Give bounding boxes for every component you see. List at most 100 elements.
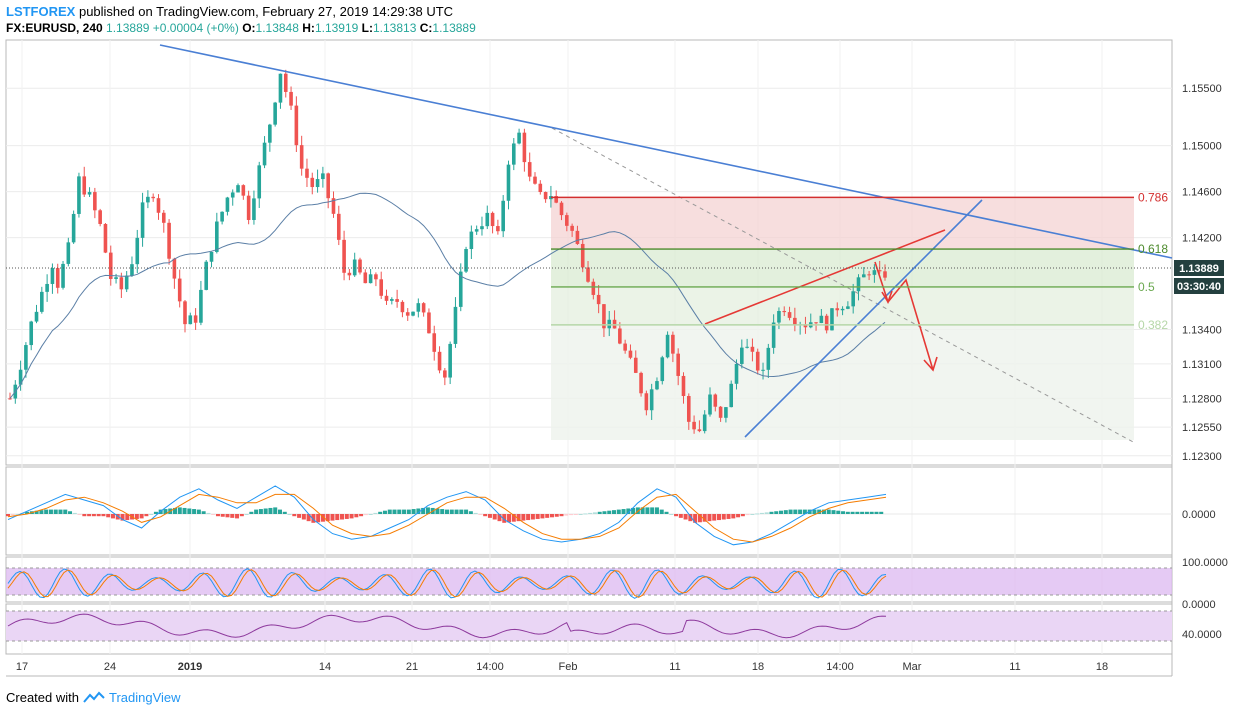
macd-bar [588,512,593,514]
candle-body [352,259,357,276]
candle-body [485,212,490,227]
candle-body [660,357,665,382]
descending-trendline[interactable] [159,44,1173,259]
macd-bar [478,514,483,515]
candle-body [236,185,240,193]
candle-body [183,301,187,325]
time-tick-label: Feb [559,661,578,673]
candle-body [40,291,44,312]
dashed-trendline[interactable] [551,127,1136,444]
author-name[interactable]: LSTFOREX [6,4,76,19]
candle-body [326,173,330,199]
candle-body [713,394,718,407]
candle-body [172,258,177,279]
candle-body [432,333,437,352]
candle-body [66,242,71,264]
candle-body [469,231,474,250]
macd-bar [421,507,426,514]
candle-body [77,176,81,214]
time-tick-label: 18 [752,661,764,673]
macd-bar [435,508,440,514]
macd-bar [149,514,154,515]
macd-bar [153,511,158,514]
open-label: O: [242,21,256,35]
candle-body [246,195,251,220]
candle-body [230,192,235,198]
candle-body [745,346,749,348]
candle-body [177,278,182,302]
candle-body [448,343,452,378]
macd-bar [564,514,569,516]
candle-body [453,306,458,344]
macd-bar [44,509,49,514]
candle-body [511,143,516,165]
candle-body [299,145,304,169]
candle-body [883,271,887,278]
macd-bar [716,514,721,521]
macd-bar [425,507,430,514]
macd-bar [392,509,397,514]
macd-bar [292,514,297,517]
candle-body [310,177,315,188]
candle-body [543,192,548,200]
macd-bar [759,512,764,514]
tradingview-link[interactable]: TradingView [108,690,181,705]
macd-bar [502,514,507,523]
time-tick-label: 24 [104,661,116,673]
candle-body [676,353,680,376]
candle-body [586,267,590,282]
macd-bar [674,514,679,517]
candle-body [782,310,787,313]
candle-body [119,277,124,290]
macd-bar [654,507,659,514]
candle-body [527,162,532,177]
macd-bar [864,511,869,514]
macd-bar [549,514,554,518]
macd-bar [750,514,755,515]
candle-body [55,268,60,288]
candle-body [644,393,649,411]
candle-body [257,165,262,199]
macd-bar [115,514,120,520]
candle-body [82,176,87,195]
channel-support-line[interactable] [744,199,983,438]
macd-bar [139,514,144,519]
macd-bar [659,509,664,514]
price-axis-ticks: 1.15500 1.15000 1.14600 1.14200 1.13400 1.131… [1182,83,1222,463]
candle-body [559,202,564,216]
time-tick-label: 14:00 [826,661,854,673]
macd-bar [406,509,411,514]
channel-resistance-line[interactable] [704,229,946,325]
candle-body [29,321,34,346]
stoch-k-line [7,568,887,599]
candle-body [347,272,352,276]
macd-bar [63,509,68,514]
candle-body [697,429,702,432]
candle-body [71,213,76,243]
candle-body [395,299,399,302]
macd-bar [492,514,497,520]
macd-bar [25,511,30,514]
candle-body [565,215,569,226]
candle-body [379,279,384,296]
macd-bar [354,514,359,518]
candle-body [814,322,818,324]
macd-bar [316,514,321,523]
candle-body [755,351,760,371]
candle-body [278,73,283,103]
close-label: C: [419,21,433,35]
macd-bar [640,507,645,514]
macd-bar [110,514,115,519]
time-tick-label: 2019 [178,661,202,673]
candle-body [835,308,840,311]
candle-body [856,277,861,292]
time-tick-label: 11 [669,661,680,673]
macd-bar [397,509,402,514]
macd-bar [249,511,254,514]
macd-bar [359,514,364,517]
macd-bar [340,514,345,520]
candle-body [167,222,171,259]
candle-body [114,277,118,279]
macd-bar [225,514,230,518]
